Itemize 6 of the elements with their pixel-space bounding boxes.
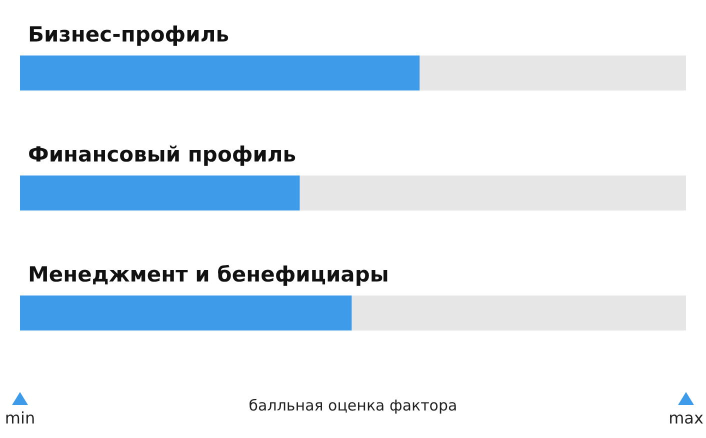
x-axis-title: балльная оценка фактора	[248, 396, 458, 414]
y-tick-label: Менеджмент и бенефициары	[28, 262, 389, 286]
y-tick-label: Бизнес-профиль	[28, 22, 230, 46]
text: max	[668, 408, 704, 428]
y-tick-label: Финансовый профиль	[28, 142, 296, 166]
text: min	[4, 408, 36, 428]
